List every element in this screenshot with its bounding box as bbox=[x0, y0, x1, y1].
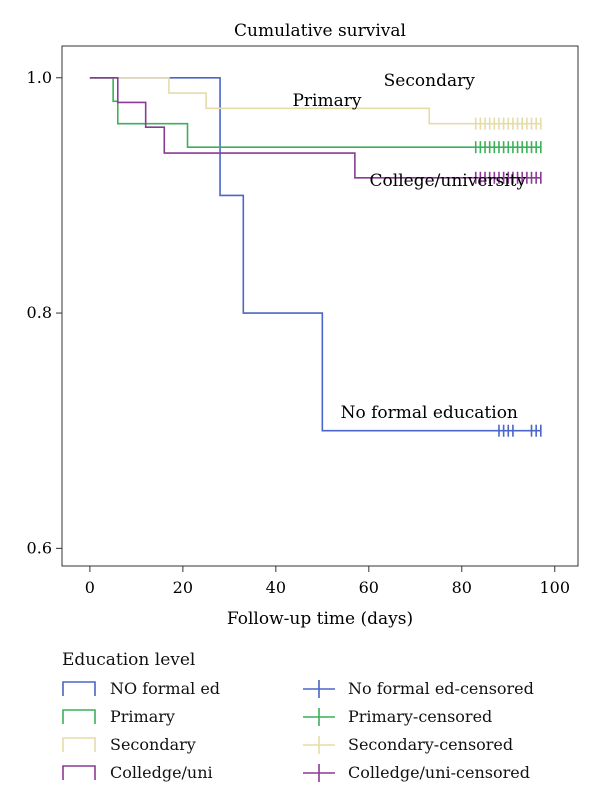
curve-annotations: Secondary Primary College/university No for… bbox=[292, 71, 526, 423]
x-tick-label: 20 bbox=[173, 578, 193, 597]
curve-no-formal-ed bbox=[89, 76, 541, 432]
curve-annotation: No formal education bbox=[341, 403, 518, 423]
y-axis: 0.6 0.8 1.0 bbox=[27, 68, 62, 557]
curve-annotation: Primary bbox=[292, 91, 361, 111]
x-tick-label: 100 bbox=[539, 578, 570, 597]
x-tick-label: 40 bbox=[266, 578, 286, 597]
chart-title: Cumulative survival bbox=[234, 21, 406, 41]
curve-primary bbox=[89, 76, 541, 148]
y-tick-label: 0.6 bbox=[27, 538, 52, 557]
curve-annotation: College/university bbox=[370, 171, 527, 191]
y-tick-label: 1.0 bbox=[27, 68, 52, 87]
x-tick-label: 0 bbox=[85, 578, 95, 597]
x-axis: 0 20 40 60 80 100 bbox=[85, 566, 570, 597]
plot-frame bbox=[61, 45, 579, 567]
x-tick-label: 60 bbox=[359, 578, 379, 597]
curve-secondary bbox=[89, 76, 541, 125]
survival-curves bbox=[89, 76, 542, 437]
x-tick-label: 80 bbox=[452, 578, 472, 597]
y-tick-label: 0.8 bbox=[27, 303, 52, 322]
curve-colledge-uni bbox=[89, 76, 541, 179]
curve-annotation: Secondary bbox=[384, 71, 476, 91]
x-axis-label: Follow-up time (days) bbox=[227, 609, 413, 629]
